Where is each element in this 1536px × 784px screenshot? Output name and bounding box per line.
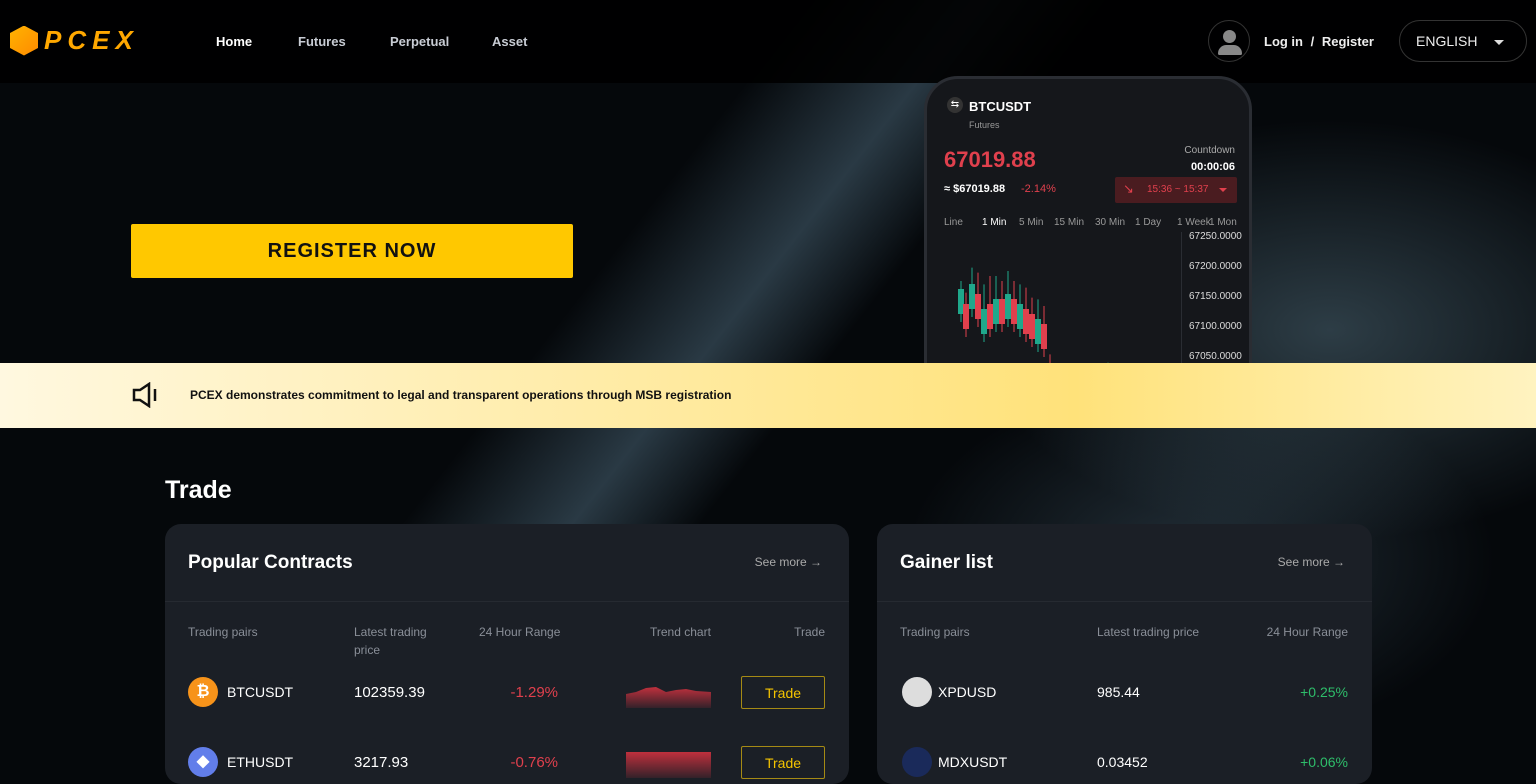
logo[interactable]: PCEX xyxy=(10,25,139,56)
timeframe-tab[interactable]: 1 Mon xyxy=(1209,217,1237,228)
candle xyxy=(1011,299,1017,324)
phone-market: Futures xyxy=(969,120,1000,130)
trend-down-icon: ↘ xyxy=(1123,181,1134,196)
col-header: Trend chart xyxy=(650,625,711,639)
timeframe-tab[interactable]: 1 Week xyxy=(1177,217,1211,228)
price: 0.03452 xyxy=(1097,754,1148,770)
nav-asset[interactable]: Asset xyxy=(492,34,528,49)
col-header: 24 Hour Range xyxy=(479,625,561,639)
user-icon[interactable] xyxy=(1208,20,1250,62)
announcement-banner[interactable]: PCEX demonstrates commitment to legal an… xyxy=(0,363,1536,428)
countdown: 00:00:06 xyxy=(1190,161,1235,173)
candle xyxy=(975,294,981,319)
trend-sparkline xyxy=(626,687,711,708)
change: +0.25% xyxy=(1300,684,1348,700)
axis-label: 67200.0000 xyxy=(1189,261,1242,272)
change: +0.06% xyxy=(1300,754,1348,770)
gainer-list-card: Gainer list See more → Trading pairs Lat… xyxy=(877,524,1372,784)
phone-mockup: ⇆ BTCUSDT Futures 67019.88 ≈ $67019.88 -… xyxy=(924,76,1252,376)
pair: XPDUSD xyxy=(938,684,997,700)
timeframe-tab[interactable]: 1 Day xyxy=(1135,217,1162,228)
logo-icon xyxy=(10,25,38,56)
candle xyxy=(987,304,993,329)
card-title: Popular Contracts xyxy=(188,552,353,573)
col-header: 24 Hour Range xyxy=(1266,625,1348,639)
trade-button[interactable]: Trade xyxy=(741,676,825,709)
candle xyxy=(1041,324,1047,349)
trade-button[interactable]: Trade xyxy=(741,746,825,779)
axis-label: 67150.0000 xyxy=(1189,291,1242,302)
register-now-button[interactable]: REGISTER NOW xyxy=(131,224,573,278)
swap-icon: ⇆ xyxy=(947,97,963,113)
candle xyxy=(963,304,969,329)
register-link[interactable]: Register xyxy=(1321,34,1374,49)
col-header: Trading pairs xyxy=(900,625,970,639)
candle xyxy=(993,299,999,324)
see-more-link[interactable]: See more → xyxy=(754,555,822,569)
see-more-link[interactable]: See more → xyxy=(1277,555,1345,569)
trend-sparkline xyxy=(626,752,711,778)
caret-down-icon xyxy=(1494,40,1504,45)
timeframe-tab[interactable]: 30 Min xyxy=(1095,217,1126,228)
axis-label: 67050.0000 xyxy=(1189,351,1242,362)
candle xyxy=(1005,294,1011,319)
countdown-label: Countdown xyxy=(1184,145,1235,156)
phone-price: 67019.88 xyxy=(944,147,1036,172)
ethereum-icon: ◆ xyxy=(188,747,218,777)
price: 102359.39 xyxy=(354,684,425,701)
phone-symbol: BTCUSDT xyxy=(969,99,1032,114)
pair: MDXUSDT xyxy=(938,754,1008,770)
col-header: Trading pairs xyxy=(188,625,258,639)
nav-home[interactable]: Home xyxy=(216,34,253,49)
axis-label: 67250.0000 xyxy=(1189,231,1242,242)
caret-icon xyxy=(1219,188,1227,196)
col-header: Latest trading price xyxy=(354,625,427,657)
nav-perpetual[interactable]: Perpetual xyxy=(390,34,450,49)
nav-futures[interactable]: Futures xyxy=(298,34,346,49)
announcement-text: PCEX demonstrates commitment to legal an… xyxy=(190,388,732,402)
mdx-icon xyxy=(902,747,932,777)
login-link[interactable]: Log in xyxy=(1264,34,1303,49)
candle xyxy=(958,289,964,314)
timeframe-tab[interactable]: 1 Min xyxy=(982,217,1007,228)
phone-approx: ≈ $67019.88 xyxy=(944,183,1006,195)
col-header: Trade xyxy=(794,625,825,639)
top-nav: PCEX Home Futures Perpetual Asset Log in… xyxy=(0,0,1536,83)
phone-change: -2.14% xyxy=(1021,183,1056,195)
price: 985.44 xyxy=(1097,684,1140,700)
candle xyxy=(1035,319,1041,344)
candle xyxy=(999,299,1005,324)
pair: ETHUSDT xyxy=(227,754,294,770)
timeframe-tab[interactable]: 5 Min xyxy=(1019,217,1044,228)
trade-heading: Trade xyxy=(165,476,232,504)
timeframe-tab[interactable]: Line xyxy=(944,217,963,228)
change: -0.76% xyxy=(510,754,558,771)
separator: / xyxy=(1310,34,1315,49)
candle xyxy=(1023,309,1029,334)
pair: BTCUSDT xyxy=(227,684,294,700)
language-select[interactable]: ENGLISH xyxy=(1399,20,1527,62)
candle xyxy=(1017,304,1023,329)
candlestick-chart xyxy=(958,267,1115,373)
xpd-icon xyxy=(902,677,932,707)
language-label: ENGLISH xyxy=(1416,33,1478,49)
timeframe-tab[interactable]: 15 Min xyxy=(1054,217,1085,228)
candle xyxy=(1029,314,1035,339)
bitcoin-icon: ₿ xyxy=(188,677,218,707)
card-title: Gainer list xyxy=(900,552,993,573)
logo-text: PCEX xyxy=(44,25,139,55)
col-header: Latest trading price xyxy=(1097,625,1200,639)
candle xyxy=(969,284,975,309)
change: -1.29% xyxy=(510,684,558,701)
axis-label: 67100.0000 xyxy=(1189,321,1242,332)
popular-contracts-card: Popular Contracts See more → Trading pai… xyxy=(165,524,849,784)
speaker-icon xyxy=(132,382,157,408)
candle xyxy=(981,309,987,334)
price: 3217.93 xyxy=(354,754,409,771)
interval: 15:36 ~ 15:37 xyxy=(1147,184,1209,195)
interval-pill: ↘ 15:36 ~ 15:37 xyxy=(1115,177,1237,203)
